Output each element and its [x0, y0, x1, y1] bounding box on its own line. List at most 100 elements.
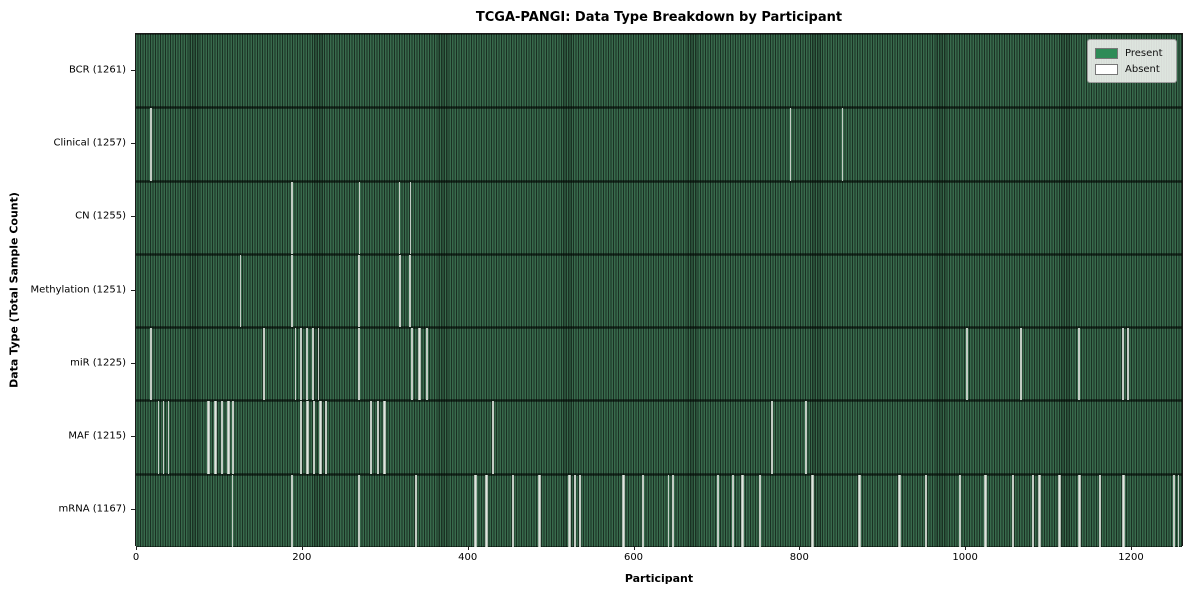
absent-stripe: [578, 474, 582, 547]
xtick-mark: [633, 546, 635, 550]
absent-stripe: [214, 401, 217, 474]
xtick-mark: [467, 546, 469, 550]
absent-stripe: [294, 328, 297, 401]
xtick-mark: [965, 546, 967, 550]
ytick-mark: [131, 290, 135, 291]
absent-stripe: [731, 474, 734, 547]
absent-stripe: [1078, 328, 1080, 401]
absent-stripe: [474, 474, 477, 547]
absent-stripe: [383, 401, 386, 474]
heatmap-plot-area: [135, 33, 1183, 547]
ytick-mark: [131, 436, 135, 437]
absent-stripe: [408, 254, 411, 328]
absent-stripe: [924, 474, 928, 547]
absent-stripe: [1020, 328, 1022, 401]
xtick-label-400: 400: [458, 552, 478, 563]
ytick-mark: [131, 509, 135, 510]
absent-stripe: [1122, 328, 1124, 401]
absent-stripe: [358, 254, 361, 328]
absent-stripe: [162, 401, 165, 474]
absent-stripe: [358, 328, 361, 401]
absent-stripe: [399, 181, 401, 254]
heatmap-row-mRNA: [136, 473, 1182, 547]
absent-stripe: [167, 401, 170, 474]
absent-stripe: [319, 401, 322, 474]
absent-stripe: [312, 401, 316, 474]
absent-stripe: [291, 474, 293, 547]
absent-stripe: [409, 181, 412, 254]
absent-stripe: [1122, 474, 1125, 547]
absent-stripe: [150, 108, 152, 181]
x-axis-label: Participant: [624, 572, 694, 585]
absent-stripe: [811, 474, 814, 547]
heatmap-row-Clinical: [136, 107, 1182, 181]
absent-stripe: [410, 328, 414, 401]
absent-stripe: [1177, 474, 1180, 547]
ytick-label-MAF: MAF (1215): [68, 430, 126, 442]
absent-stripe: [1031, 474, 1035, 547]
absent-stripe: [1078, 474, 1081, 547]
absent-stripe: [317, 328, 320, 401]
heatmap-row-MAF: [136, 400, 1182, 474]
absent-stripe: [1011, 474, 1015, 547]
absent-stripe: [1173, 474, 1176, 547]
heatmap-row-miR: [136, 327, 1182, 401]
absent-stripe: [984, 474, 987, 547]
ytick-label-BCR: BCR (1261): [68, 64, 126, 76]
absent-stripe: [641, 474, 645, 547]
absent-stripe: [1127, 328, 1129, 401]
absent-stripe: [741, 474, 744, 547]
absent-stripe: [207, 401, 210, 474]
absent-stripe: [1098, 474, 1102, 547]
xtick-label-1000: 1000: [952, 552, 978, 563]
absent-stripe: [966, 328, 968, 401]
ytick-label-miR: miR (1225): [70, 357, 126, 369]
absent-stripe: [369, 401, 373, 474]
absent-stripe: [306, 401, 309, 474]
ytick-mark: [131, 363, 135, 364]
absent-stripe: [771, 401, 773, 474]
ytick-mark: [131, 70, 135, 71]
present-swatch-icon: [1095, 47, 1118, 59]
xtick-label-200: 200: [292, 552, 312, 563]
absent-stripe: [414, 474, 418, 547]
absent-stripe: [568, 474, 571, 547]
legend: Present Absent: [1087, 39, 1177, 83]
absent-stripe: [758, 474, 762, 547]
absent-swatch-icon: [1095, 63, 1118, 75]
absent-stripe: [511, 474, 515, 547]
absent-stripe: [306, 328, 308, 401]
absent-stripe: [150, 328, 152, 401]
xtick-mark: [136, 546, 137, 550]
absent-stripe: [717, 474, 720, 547]
ytick-label-Methylation: Methylation (1251): [30, 284, 126, 295]
absent-stripe: [418, 328, 421, 401]
absent-stripe: [220, 401, 224, 474]
absent-stripe: [1058, 474, 1061, 547]
xtick-label-0: 0: [132, 552, 140, 563]
ytick-mark: [131, 216, 135, 217]
absent-stripe: [359, 181, 361, 254]
absent-stripe: [491, 401, 494, 474]
absent-stripe: [805, 401, 807, 474]
xtick-mark: [1131, 546, 1132, 550]
absent-stripe: [789, 108, 791, 181]
absent-stripe: [232, 401, 234, 474]
absent-stripe: [311, 328, 314, 401]
legend-label-present: Present: [1125, 47, 1163, 59]
absent-stripe: [1038, 474, 1041, 547]
absent-stripe: [157, 401, 160, 474]
xtick-mark: [799, 546, 801, 550]
ytick-label-mRNA: mRNA (1167): [58, 503, 126, 515]
xtick-mark: [301, 546, 303, 550]
absent-stripe: [291, 181, 293, 254]
heatmap-row-BCR: [136, 34, 1182, 108]
absent-stripe: [358, 474, 361, 547]
absent-stripe: [858, 474, 861, 547]
absent-stripe: [325, 401, 327, 474]
absent-stripe: [300, 328, 302, 401]
legend-entry-absent: Absent: [1095, 61, 1169, 77]
xtick-label-1200: 1200: [1118, 552, 1144, 563]
heatmap-row-CN: [136, 180, 1182, 254]
